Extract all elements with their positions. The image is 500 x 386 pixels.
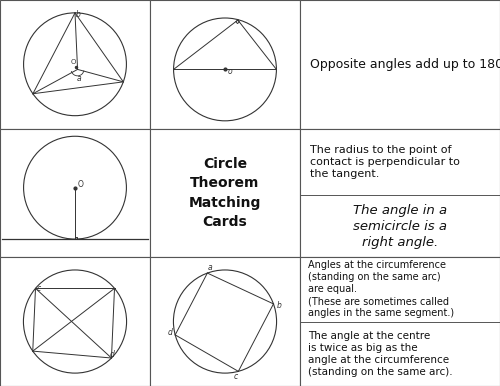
Text: Angles at the circumference
(standing on the same arc)
are equal.
(These are som: Angles at the circumference (standing on… [308, 260, 454, 318]
Bar [300, 129, 500, 257]
Text: d: d [168, 328, 172, 337]
Text: c: c [233, 372, 237, 381]
Text: O: O [71, 59, 76, 65]
Text: a: a [76, 74, 81, 83]
Text: b: b [277, 301, 281, 310]
Text: Circle
Theorem
Matching
Cards: Circle Theorem Matching Cards [189, 157, 261, 229]
Text: The angle in a
semicircle is a
right angle.: The angle in a semicircle is a right ang… [353, 204, 447, 249]
Text: Opposite angles add up to 180°.: Opposite angles add up to 180°. [310, 58, 500, 71]
Text: a: a [208, 263, 212, 272]
Bar [150, 0, 300, 129]
Text: The radius to the point of
contact is perpendicular to
the tangent.: The radius to the point of contact is pe… [310, 145, 460, 179]
Bar [0, 257, 150, 386]
Bar [0, 129, 150, 257]
Bar [150, 129, 300, 257]
Bar [300, 0, 500, 129]
Bar [150, 257, 300, 386]
Bar [300, 257, 500, 386]
Text: b: b [76, 10, 80, 19]
Text: c: c [36, 284, 40, 293]
Bar [0, 0, 150, 129]
Text: d: d [110, 350, 114, 359]
Text: O: O [78, 179, 84, 189]
Text: o: o [228, 68, 232, 76]
Text: The angle at the centre
is twice as big as the
angle at the circumference
(stand: The angle at the centre is twice as big … [308, 331, 452, 377]
